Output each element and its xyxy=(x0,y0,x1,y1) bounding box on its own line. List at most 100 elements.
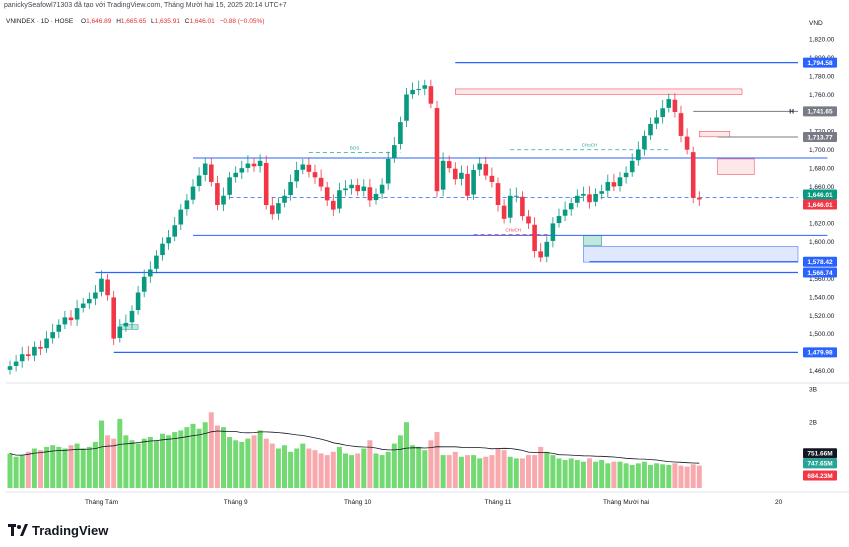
candle-body xyxy=(392,145,397,159)
candle-body xyxy=(520,196,525,217)
volume-bar xyxy=(556,458,562,488)
volume-bar xyxy=(172,432,178,488)
volume-bar xyxy=(452,451,458,488)
price-tag xyxy=(803,189,837,200)
volume-bar xyxy=(135,443,141,488)
candle-body xyxy=(440,160,446,190)
candle-body xyxy=(404,94,409,121)
candle-body xyxy=(129,310,135,323)
volume-bar xyxy=(666,464,672,488)
volume-bar xyxy=(544,451,550,488)
volume-bar xyxy=(312,450,318,488)
volume-bar xyxy=(294,448,300,488)
volume-bar xyxy=(300,443,306,488)
structure-label: CHoCH xyxy=(505,227,521,232)
volume-bar xyxy=(507,456,513,488)
candle-body xyxy=(74,308,80,320)
candle-body xyxy=(276,203,281,214)
y-tick-label: 1,600.00 xyxy=(809,239,835,246)
candle-body xyxy=(154,255,159,269)
candle-body xyxy=(514,195,519,197)
candle-body xyxy=(245,163,251,168)
volume-bar xyxy=(654,463,660,488)
volume-bar xyxy=(477,458,483,488)
volume-bar xyxy=(31,448,37,488)
volume-bar xyxy=(416,446,422,488)
high-key: H xyxy=(116,18,121,25)
volume-bar xyxy=(587,458,592,488)
volume-tag-label: 747.65M xyxy=(807,461,832,468)
volume-bar xyxy=(196,428,202,488)
close-key: C xyxy=(184,18,190,25)
candle-body xyxy=(300,164,306,170)
price-tag-label: 1,646.01 xyxy=(807,192,833,199)
volume-bar xyxy=(239,441,245,488)
candle-body xyxy=(148,269,153,277)
volume-bar xyxy=(501,450,507,488)
candle-body xyxy=(160,243,165,256)
candle-body xyxy=(19,354,25,362)
candle-body xyxy=(62,317,68,325)
volume-bar xyxy=(410,445,416,488)
volume-bar xyxy=(336,446,342,488)
candle-body xyxy=(629,160,635,173)
y-tick-label: 1,780.00 xyxy=(809,73,835,80)
candle-body xyxy=(337,190,342,209)
volume-bar xyxy=(635,463,641,488)
volume-bar xyxy=(208,412,214,488)
candle-body xyxy=(446,161,452,169)
candle-body xyxy=(32,346,37,356)
candle-body xyxy=(117,326,123,338)
volume-bar xyxy=(105,435,111,488)
x-tick-label: Tháng Tám xyxy=(85,499,118,506)
volume-bar xyxy=(574,460,580,488)
candle-body xyxy=(544,241,550,257)
candle-body xyxy=(526,216,531,224)
volume-bar xyxy=(330,451,336,488)
low-key: L xyxy=(151,18,155,25)
volume-bar xyxy=(684,466,690,488)
candle-body xyxy=(434,108,440,192)
volume-bar xyxy=(440,455,446,488)
volume-bar xyxy=(617,461,623,488)
change-value: −0.88 (−0.05%) xyxy=(219,18,265,25)
volume-bar xyxy=(538,446,544,488)
volume-bar xyxy=(367,440,373,488)
volume-bar xyxy=(202,422,208,488)
volume-bar xyxy=(397,435,403,488)
volume-bar xyxy=(605,463,611,488)
x-tick-label: Tháng 9 xyxy=(224,499,248,506)
candle-body xyxy=(172,225,177,237)
price-tag-label: 1,566.74 xyxy=(807,270,833,277)
symbol-label[interactable]: VNINDEX · 1D · HOSE xyxy=(6,18,74,25)
candle-body xyxy=(56,324,62,332)
candle-body xyxy=(562,209,568,216)
volume-tag xyxy=(803,448,837,459)
candle-body xyxy=(654,117,659,124)
volume-bar xyxy=(446,455,452,488)
zone-red xyxy=(455,88,743,95)
open-key: O xyxy=(81,18,87,25)
volume-bar xyxy=(629,464,635,488)
candle-body xyxy=(453,168,458,180)
volume-bar xyxy=(324,455,330,488)
candle-body xyxy=(611,182,617,187)
volume-bar xyxy=(550,455,556,488)
volume-bar xyxy=(288,451,294,488)
price-tag-label: 1,578.42 xyxy=(807,259,833,266)
candle-body xyxy=(141,276,147,292)
candle-body xyxy=(697,197,702,200)
candle-body xyxy=(367,187,373,201)
tradingview-brand[interactable]: TradingView xyxy=(8,522,108,538)
zone-blue xyxy=(583,246,799,263)
candle-body xyxy=(50,332,55,339)
candle-body xyxy=(251,163,257,167)
price-tag xyxy=(803,347,837,358)
candle-body xyxy=(416,88,421,90)
candle-body xyxy=(678,113,684,136)
candle-body xyxy=(568,203,574,210)
candle-body xyxy=(556,216,562,224)
candle-body xyxy=(209,164,214,182)
volume-bar xyxy=(672,463,678,488)
